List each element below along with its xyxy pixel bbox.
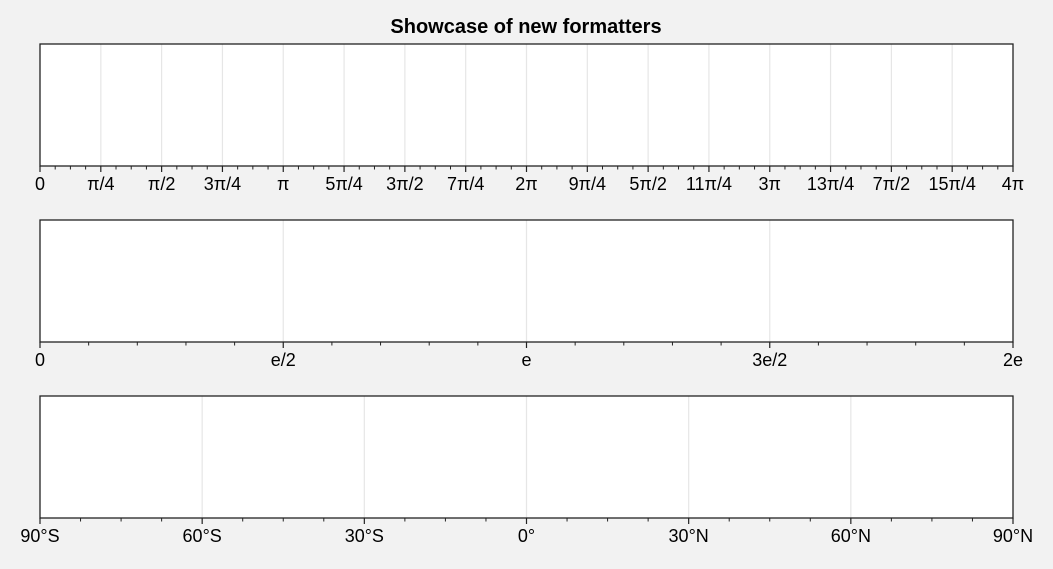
tick-label: 60°N xyxy=(831,526,871,546)
tick-label: 3e/2 xyxy=(752,350,787,370)
tick-label: 90°S xyxy=(20,526,59,546)
tick-label: 5π/2 xyxy=(629,174,666,194)
tick-label: 60°S xyxy=(183,526,222,546)
tick-label: 13π/4 xyxy=(807,174,854,194)
tick-label: 2e xyxy=(1003,350,1023,370)
tick-label: 0 xyxy=(35,174,45,194)
axes-panel-2: 0 e/2 e 3e/2 2e xyxy=(35,219,1023,370)
tick-label: 30°N xyxy=(669,526,709,546)
tick-label: e/2 xyxy=(271,350,296,370)
tick-label: 7π/4 xyxy=(447,174,484,194)
tick-label: 9π/4 xyxy=(569,174,606,194)
tick-label: 30°S xyxy=(345,526,384,546)
axes-frame xyxy=(39,43,1014,167)
axes-panel-1: 0 π/4 π/2 3π/4 π 5π/4 3π/2 7π/4 2π 9π/4 5π/2 11π/4 3… xyxy=(35,43,1024,194)
tick-label: 3π xyxy=(759,174,781,194)
tick-label: 7π/2 xyxy=(873,174,910,194)
axes-panel-3: 90°S 60°S 30°S 0° 30°N 60°N 90°N xyxy=(20,395,1033,546)
tick-label: 4π xyxy=(1002,174,1024,194)
axes-frame xyxy=(39,395,1014,519)
tick-label: 11π/4 xyxy=(686,174,732,194)
axes-frame xyxy=(39,219,1014,343)
tick-label: π xyxy=(277,174,289,194)
tick-label: 3π/2 xyxy=(386,174,423,194)
tick-label: π/2 xyxy=(148,174,175,194)
panels-group: 0 π/4 π/2 3π/4 π 5π/4 3π/2 7π/4 2π 9π/4 5π/2 11π/4 3… xyxy=(20,43,1033,546)
tick-label: π/4 xyxy=(87,174,114,194)
tick-label: 15π/4 xyxy=(928,174,975,194)
tick-label: 0° xyxy=(518,526,535,546)
tick-label: 2π xyxy=(515,174,537,194)
tick-label: 3π/4 xyxy=(204,174,241,194)
tick-label: 5π/4 xyxy=(325,174,362,194)
tick-label: 90°N xyxy=(993,526,1033,546)
figure-title: Showcase of new formatters xyxy=(390,16,661,38)
tick-label: e xyxy=(521,350,531,370)
tick-label: 0 xyxy=(35,350,45,370)
